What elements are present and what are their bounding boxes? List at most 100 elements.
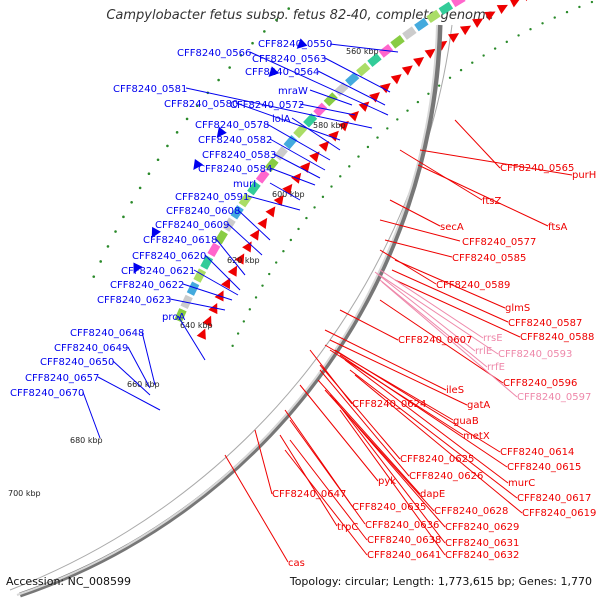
rna-label[interactable]: rrfE <box>487 362 505 373</box>
leader-line <box>374 271 476 352</box>
gene-label[interactable]: CFF8240_0638 <box>367 535 441 546</box>
gene-label[interactable]: metX <box>463 431 490 442</box>
leader-line <box>169 298 226 311</box>
gene-label[interactable]: CFF8240_0564 <box>245 67 319 78</box>
tick-dot <box>297 227 300 231</box>
gene-label[interactable]: CFF8240_0617 <box>517 493 591 504</box>
tick-dot <box>106 245 110 248</box>
gene-label[interactable]: CFF8240_0583 <box>202 150 276 161</box>
gene-label[interactable]: ftsA <box>548 222 567 233</box>
tick-dot <box>99 260 102 263</box>
gene-label[interactable]: lolA <box>272 114 291 125</box>
rna-label[interactable]: CFF8240_0597 <box>517 392 591 403</box>
gene-label[interactable]: CFF8240_0670 <box>10 388 84 399</box>
gene-label[interactable]: CFF8240_0621 <box>121 266 195 277</box>
leader-line <box>127 346 151 389</box>
gene-label[interactable]: CFF8240_0636 <box>365 520 439 531</box>
gene-label[interactable]: CFF8240_0657 <box>25 373 99 384</box>
gene-label[interactable]: CFF8240_0587 <box>508 318 582 329</box>
content-block <box>438 1 454 15</box>
reverse-gene-arrow <box>242 241 252 253</box>
tick-dot <box>254 296 258 299</box>
gene-label[interactable]: CFF8240_0635 <box>352 502 426 513</box>
reverse-gene-arrow <box>257 217 268 229</box>
gene-label[interactable]: CFF8240_0615 <box>507 462 581 473</box>
rna-label[interactable]: rrlE <box>475 346 492 357</box>
leader-line <box>289 439 368 541</box>
gene-label[interactable]: CFF8240_0584 <box>198 164 272 175</box>
reverse-gene-arrow <box>484 11 496 21</box>
leader-line <box>329 43 399 53</box>
reverse-gene-arrow <box>424 48 436 59</box>
gene-label[interactable]: CFF8240_0629 <box>445 522 519 533</box>
tick-dot <box>330 185 333 188</box>
gene-label[interactable]: CFF8240_0589 <box>436 280 510 291</box>
reverse-gene-arrow <box>202 315 212 327</box>
gene-label[interactable]: CFF8240_0632 <box>445 550 519 561</box>
tick-dot <box>578 5 581 9</box>
gene-label[interactable]: CFF8240_0622 <box>110 280 184 291</box>
gene-label[interactable]: purH <box>572 170 596 181</box>
gene-label[interactable]: CFF8240_0641 <box>367 550 441 561</box>
gene-label[interactable]: ileS <box>446 385 464 396</box>
gene-label[interactable]: CFF8240_0550 <box>258 39 332 50</box>
gene-label[interactable]: CFF8240_0580 <box>164 99 238 110</box>
gene-label[interactable]: CFF8240_0650 <box>40 357 114 368</box>
gene-label[interactable]: CFF8240_0620 <box>132 251 206 262</box>
gene-label[interactable]: mraW <box>278 86 308 97</box>
reverse-gene-arrow <box>369 92 380 103</box>
gene-label[interactable]: CFF8240_0625 <box>400 454 474 465</box>
gene-label[interactable]: CFF8240_0572 <box>230 100 304 111</box>
gene-label[interactable]: CFF8240_0581 <box>113 84 187 95</box>
gene-label[interactable]: CFF8240_0608 <box>166 206 240 217</box>
leader-line <box>299 103 356 116</box>
gene-label[interactable]: proA <box>162 312 185 323</box>
gene-label[interactable]: CFF8240_0566 <box>177 48 251 59</box>
reverse-gene-arrow <box>447 33 460 43</box>
leader-line <box>249 51 389 116</box>
gene-label[interactable]: CFF8240_0607 <box>398 335 472 346</box>
gene-label[interactable]: CFF8240_0591 <box>175 192 249 203</box>
gene-label[interactable]: glmS <box>505 303 530 314</box>
gene-label[interactable]: secA <box>440 222 464 233</box>
tick-dot <box>275 261 278 264</box>
gene-label[interactable]: CFF8240_0619 <box>522 508 596 519</box>
gene-label[interactable]: CFF8240_0648 <box>70 328 144 339</box>
forward-gene-arrow <box>216 126 227 138</box>
gene-label[interactable]: CFF8240_0623 <box>97 295 171 306</box>
gene-label[interactable]: dapE <box>420 489 445 500</box>
gene-label[interactable]: trpC <box>337 522 358 533</box>
content-block <box>283 135 298 150</box>
gene-label[interactable]: guaB <box>453 416 479 427</box>
gene-label[interactable]: CFF8240_0578 <box>195 120 269 131</box>
gene-label[interactable]: CFF8240_0565 <box>500 163 574 174</box>
leader-line <box>177 315 206 361</box>
gene-label[interactable]: murI <box>233 179 256 190</box>
rna-label[interactable]: CFF8240_0593 <box>498 349 572 360</box>
gene-label[interactable]: CFF8240_0582 <box>198 135 272 146</box>
leader-line <box>254 429 273 495</box>
gene-label[interactable]: CFF8240_0596 <box>503 378 577 389</box>
forward-gene-arrow <box>268 66 280 78</box>
gene-label[interactable]: CFF8240_0609 <box>155 220 229 231</box>
gene-label[interactable]: CFF8240_0577 <box>462 237 536 248</box>
gene-label[interactable]: CFF8240_0563 <box>252 54 326 65</box>
gene-label[interactable]: CFF8240_0585 <box>452 253 526 264</box>
gene-label[interactable]: CFF8240_0614 <box>500 447 574 458</box>
gene-label[interactable]: CFF8240_0647 <box>272 489 346 500</box>
gene-label[interactable]: CFF8240_0631 <box>445 538 519 549</box>
gene-label[interactable]: CFF8240_0618 <box>143 235 217 246</box>
gene-label[interactable]: CFF8240_0624 <box>352 399 426 410</box>
gene-label[interactable]: murC <box>508 478 535 489</box>
gene-label[interactable]: CFF8240_0628 <box>434 506 508 517</box>
tick-dot <box>348 165 351 168</box>
gene-label[interactable]: CFF8240_0649 <box>54 343 128 354</box>
gene-label[interactable]: gatA <box>467 400 490 411</box>
gene-label[interactable]: cas <box>288 558 305 569</box>
rna-label[interactable]: rrsE <box>483 333 503 344</box>
gene-label[interactable]: ftsZ <box>482 196 501 207</box>
gene-label[interactable]: CFF8240_0588 <box>520 332 594 343</box>
gene-label[interactable]: CFF8240_0626 <box>409 471 483 482</box>
kbp-label-640: 640 kbp <box>180 321 213 330</box>
gene-label[interactable]: pyk <box>378 476 396 487</box>
